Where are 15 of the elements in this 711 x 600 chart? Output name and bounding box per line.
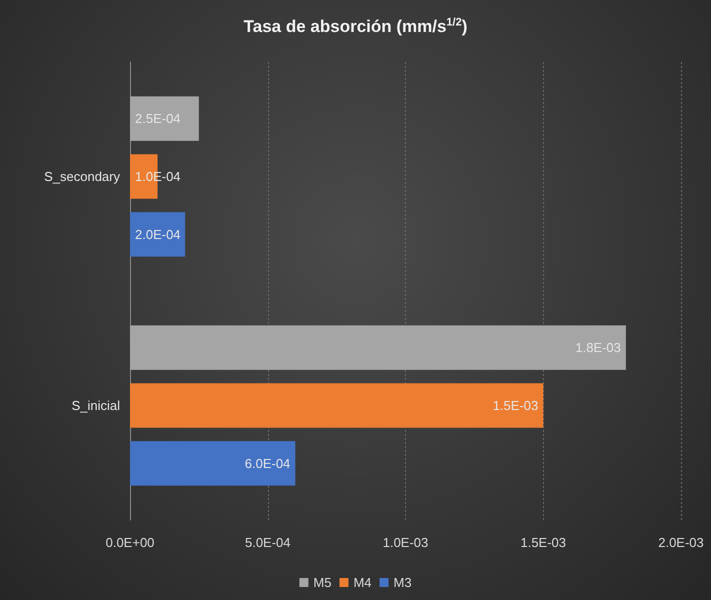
y-tick-label: S_secondary — [44, 169, 120, 184]
x-tick-label: 0.0E+00 — [106, 535, 154, 550]
legend-label: M3 — [394, 575, 412, 590]
data-label: 1.5E-03 — [492, 398, 538, 413]
data-label: 1.8E-03 — [575, 340, 621, 356]
legend-label: M5 — [313, 575, 332, 590]
x-tick-label: 2.0E-03 — [658, 535, 704, 550]
data-label: 6.0E-04 — [244, 456, 290, 471]
data-label: 2.0E-04 — [135, 226, 181, 242]
x-tick-label: 1.0E-03 — [382, 535, 428, 550]
y-tick-label: S_inicial — [72, 398, 120, 413]
legend-label: M4 — [353, 575, 372, 590]
x-tick-label: 1.5E-03 — [520, 535, 566, 550]
data-label: 2.5E-04 — [135, 111, 181, 126]
x-tick-label: 5.0E-04 — [244, 535, 291, 550]
